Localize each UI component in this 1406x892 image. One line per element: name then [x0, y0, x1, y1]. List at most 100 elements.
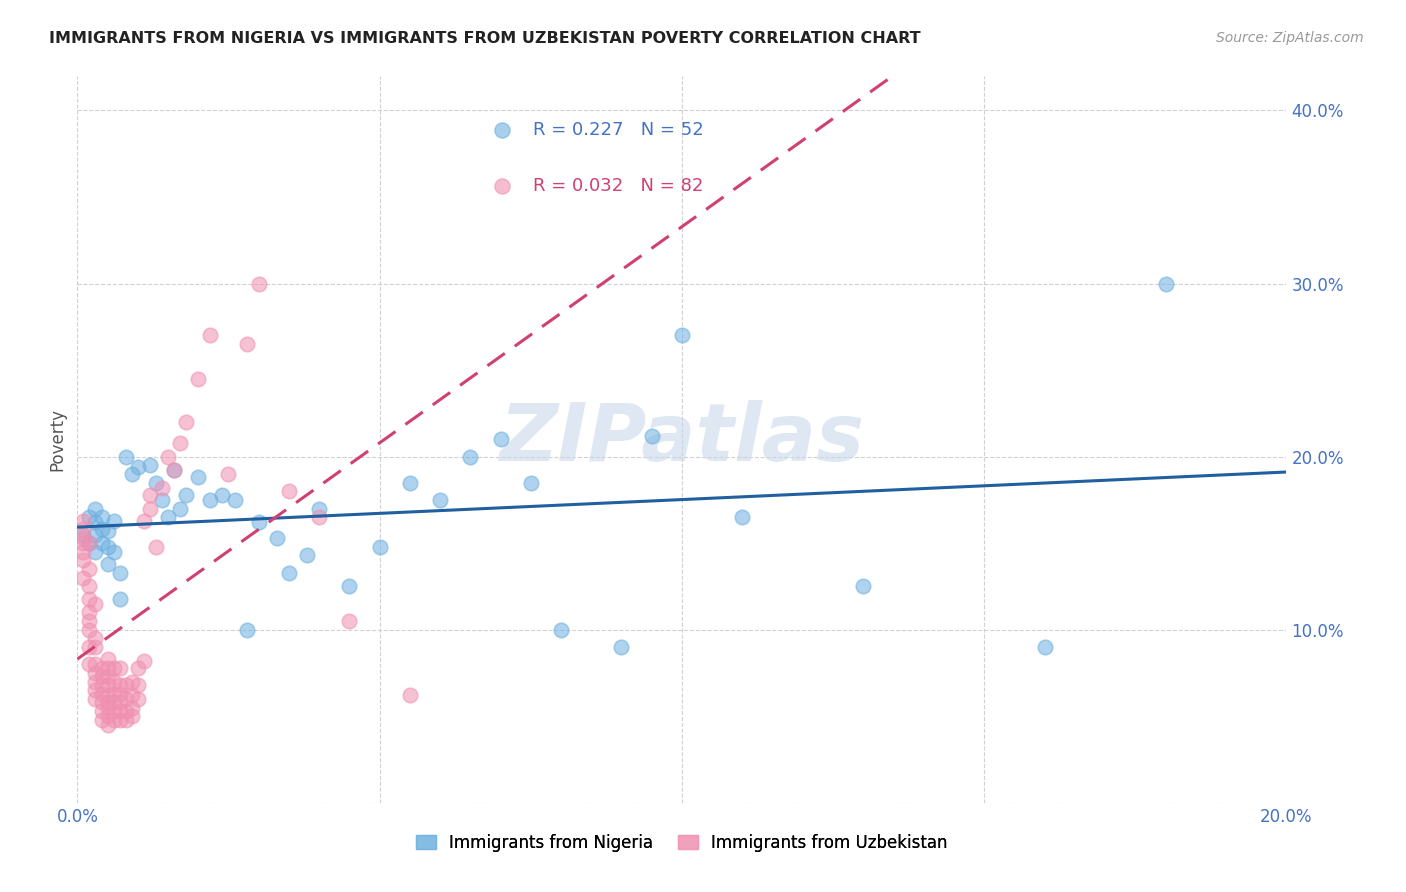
Point [278, 484, 301, 499]
Point [731, 510, 754, 524]
Point [108, 678, 131, 692]
Point [150, 481, 173, 495]
Text: Source: ZipAtlas.com: Source: ZipAtlas.com [1216, 31, 1364, 45]
Point [169, 435, 191, 450]
Point [132, 514, 155, 528]
Point [108, 566, 131, 580]
Point [108, 591, 131, 606]
Point [200, 492, 222, 507]
Point [157, 450, 180, 464]
Point [337, 614, 360, 628]
Point [84, 640, 107, 654]
Point [72, 514, 94, 528]
Point [96, 524, 118, 538]
Legend: Immigrants from Nigeria, Immigrants from Uzbekistan: Immigrants from Nigeria, Immigrants from… [408, 825, 956, 860]
Point [278, 566, 301, 580]
Point [79, 623, 101, 637]
Point [429, 492, 451, 507]
Point [550, 623, 572, 637]
Point [79, 614, 101, 628]
Point [145, 540, 167, 554]
Point [295, 549, 318, 563]
Point [200, 328, 222, 343]
Point [103, 704, 125, 718]
Point [79, 657, 101, 672]
Point [114, 713, 136, 727]
Point [235, 623, 257, 637]
Point [84, 527, 107, 541]
Point [247, 516, 270, 530]
Point [211, 488, 233, 502]
Point [79, 510, 101, 524]
Point [127, 460, 149, 475]
Point [114, 678, 136, 692]
Point [139, 458, 162, 473]
Point [121, 709, 143, 723]
Point [96, 652, 118, 666]
Point [610, 640, 633, 654]
Point [399, 689, 422, 703]
Point [368, 540, 391, 554]
Point [1033, 640, 1056, 654]
Point [96, 700, 118, 714]
Point [520, 475, 543, 490]
Point [90, 536, 112, 550]
Point [139, 501, 162, 516]
Point [121, 467, 143, 481]
Point [90, 695, 112, 709]
Point [108, 704, 131, 718]
Point [218, 467, 240, 481]
Point [96, 661, 118, 675]
Point [90, 669, 112, 683]
Point [187, 372, 209, 386]
Point [90, 661, 112, 675]
Point [90, 522, 112, 536]
Point [224, 492, 246, 507]
Point [641, 429, 664, 443]
Point [90, 687, 112, 701]
Point [169, 501, 191, 516]
Point [84, 516, 107, 530]
Text: ZIPatlas: ZIPatlas [499, 401, 865, 478]
Point [308, 501, 330, 516]
Point [72, 522, 94, 536]
Point [489, 432, 512, 446]
Point [90, 704, 112, 718]
Point [84, 632, 107, 646]
Point [108, 695, 131, 709]
Point [114, 450, 136, 464]
Point [79, 640, 101, 654]
Point [127, 661, 149, 675]
Point [114, 692, 136, 706]
Point [96, 557, 118, 571]
Point [72, 536, 94, 550]
Point [127, 678, 149, 692]
Point [114, 704, 136, 718]
Point [308, 510, 330, 524]
Point [157, 510, 180, 524]
Point [108, 687, 131, 701]
Point [90, 713, 112, 727]
Point [399, 475, 422, 490]
Point [163, 463, 186, 477]
Point [96, 540, 118, 554]
Point [139, 488, 162, 502]
Point [1154, 277, 1177, 291]
Point [103, 514, 125, 528]
Point [84, 683, 107, 698]
Point [79, 606, 101, 620]
Point [79, 536, 101, 550]
Point [96, 709, 118, 723]
Point [84, 597, 107, 611]
Point [108, 713, 131, 727]
Point [163, 463, 186, 477]
Point [174, 488, 197, 502]
Point [337, 579, 360, 593]
Point [96, 669, 118, 683]
Point [235, 337, 257, 351]
Point [852, 579, 875, 593]
Point [84, 657, 107, 672]
Point [84, 692, 107, 706]
Point [96, 678, 118, 692]
Point [671, 328, 693, 343]
